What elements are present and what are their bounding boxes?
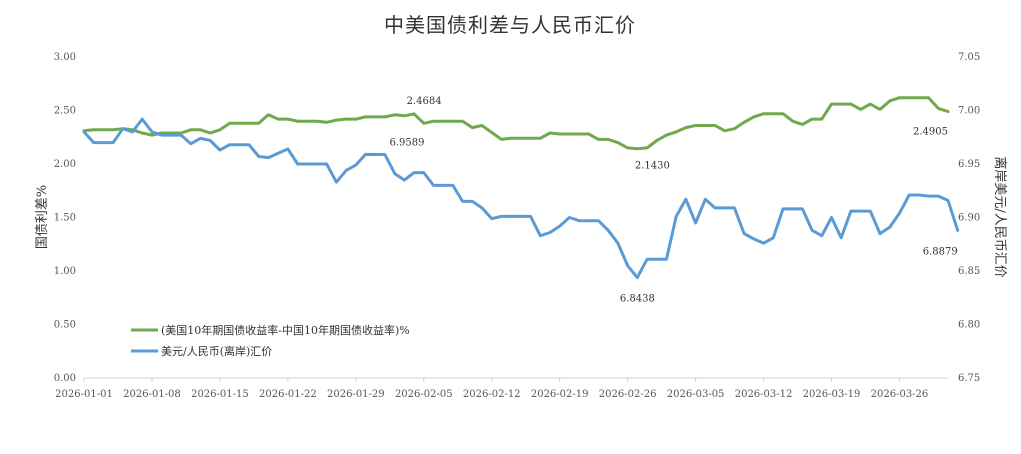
chart-title: 中美国债利差与人民币汇价	[384, 13, 636, 37]
y-ticks-left: 0.00 0.50 1.00 1.50 2.00 2.50 3.00	[54, 52, 76, 384]
y-tick-right-4: 6.95	[958, 159, 980, 170]
x-tick-9: 2026-03-05	[667, 389, 725, 400]
x-tick-1: 2026-01-08	[123, 389, 181, 400]
y-axis-left-label: 国债利差%	[35, 185, 50, 249]
y-ticks-right: 6.75 6.80 6.85 6.90 6.95 7.00 7.05	[958, 52, 980, 384]
y-tick-left-0: 0.00	[54, 373, 76, 384]
y-tick-left-2: 1.00	[54, 266, 76, 277]
data-label-0: 2.4684	[407, 96, 442, 107]
legend: (美国10年期国债收益率-中国10年期国债收益率)% 美元/人民币(离岸)汇价	[131, 323, 410, 358]
data-label-4: 2.4905	[913, 127, 948, 138]
x-tick-6: 2026-02-12	[463, 389, 521, 400]
x-ticks: 2026-01-01 2026-01-08 2026-01-15 2026-01-22…	[55, 378, 928, 400]
legend-label-1: 美元/人民币(离岸)汇价	[161, 344, 272, 358]
data-labels: 2.4684 6.9589 2.1430 6.8438 2.4905 6.8879	[389, 96, 957, 305]
y-tick-right-2: 6.85	[958, 266, 980, 277]
series-lines	[82, 96, 960, 280]
legend-label-0: (美国10年期国债收益率-中国10年期国债收益率)%	[161, 323, 410, 337]
x-tick-8: 2026-02-26	[599, 389, 657, 400]
y-tick-left-1: 0.50	[54, 320, 76, 331]
y-tick-right-0: 6.75	[958, 373, 980, 384]
y-tick-left-3: 1.50	[54, 213, 76, 224]
series-line-1	[82, 117, 960, 280]
x-tick-11: 2026-03-19	[803, 389, 861, 400]
x-tick-2: 2026-01-15	[191, 389, 249, 400]
x-tick-10: 2026-03-12	[735, 389, 793, 400]
y-tick-right-3: 6.90	[958, 213, 980, 224]
y-tick-right-6: 7.05	[958, 52, 980, 63]
x-tick-3: 2026-01-22	[259, 389, 317, 400]
x-tick-12: 2026-03-26	[871, 389, 929, 400]
x-tick-5: 2026-02-05	[395, 389, 453, 400]
data-label-5: 6.8879	[923, 246, 958, 257]
x-tick-0: 2026-01-01	[55, 389, 113, 400]
y-tick-left-5: 2.50	[54, 106, 76, 117]
x-tick-7: 2026-02-19	[531, 389, 589, 400]
y-tick-left-6: 3.00	[54, 52, 76, 63]
data-label-3: 6.8438	[620, 294, 655, 305]
x-tick-4: 2026-01-29	[327, 389, 385, 400]
series-line-0	[82, 96, 950, 151]
y-tick-right-1: 6.80	[958, 320, 980, 331]
data-label-1: 6.9589	[389, 137, 424, 148]
y-tick-left-4: 2.00	[54, 159, 76, 170]
y-tick-right-5: 7.00	[958, 106, 980, 117]
y-axis-right-label: 离岸美元/人民币汇价	[992, 156, 1008, 277]
data-label-2: 2.1430	[635, 161, 670, 172]
